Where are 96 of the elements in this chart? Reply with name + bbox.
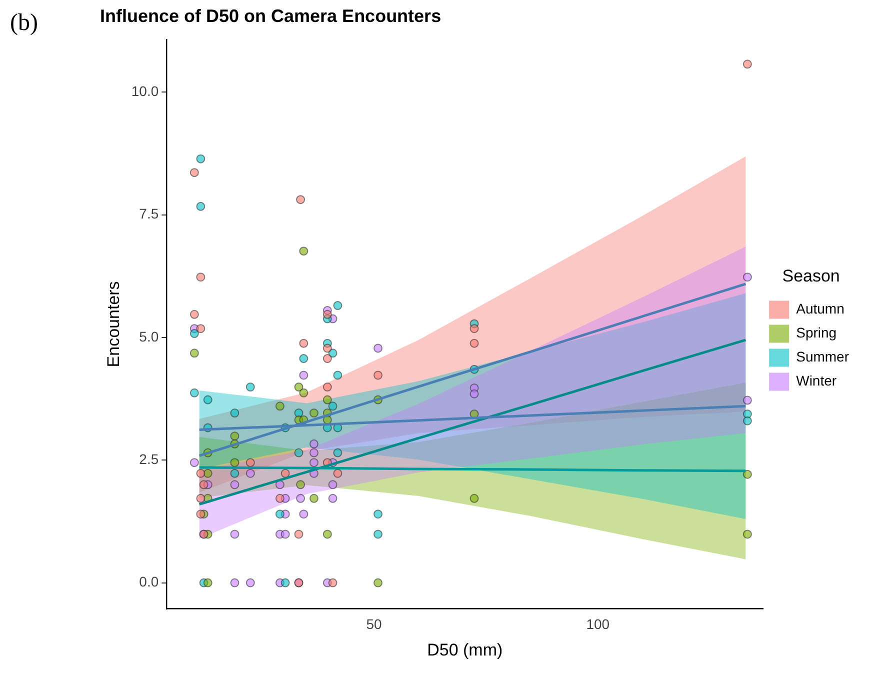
- point: [280, 530, 290, 539]
- point: [280, 468, 290, 478]
- point: [742, 396, 752, 405]
- point: [742, 470, 752, 479]
- point: [230, 578, 240, 588]
- point: [374, 370, 383, 380]
- point: [246, 468, 255, 478]
- point: [328, 494, 338, 503]
- point: [309, 494, 318, 503]
- point: [199, 480, 208, 490]
- point: [246, 382, 255, 392]
- point: [230, 480, 240, 490]
- point: [309, 448, 318, 458]
- y-tick-label: 5.0: [139, 328, 159, 344]
- point: [742, 60, 752, 69]
- point: [333, 448, 342, 458]
- point: [294, 382, 304, 392]
- legend-title: Season: [782, 266, 840, 286]
- y-tick-label: 10.0: [131, 82, 159, 99]
- y-axis-title: Encounters: [104, 281, 123, 368]
- point: [328, 480, 338, 490]
- legend-label: Autumn: [796, 300, 844, 317]
- point: [322, 354, 332, 364]
- point: [322, 310, 332, 319]
- chart-title: Influence of D50 on Camera Encounters: [100, 6, 442, 26]
- point: [296, 195, 306, 204]
- point: [322, 395, 332, 404]
- legend-label: Winter: [796, 372, 837, 389]
- point: [333, 468, 342, 478]
- point: [196, 324, 206, 334]
- point: [203, 578, 212, 588]
- point: [203, 395, 212, 404]
- point: [196, 510, 206, 519]
- point: [299, 338, 308, 348]
- point: [322, 382, 332, 392]
- point: [470, 338, 479, 348]
- point: [470, 324, 479, 334]
- point: [230, 458, 240, 468]
- point: [309, 439, 318, 448]
- point: [230, 432, 240, 441]
- point: [299, 354, 308, 364]
- point: [296, 480, 306, 490]
- point: [190, 310, 199, 319]
- point: [309, 408, 318, 418]
- point: [190, 168, 199, 178]
- point: [299, 246, 308, 256]
- point: [190, 348, 199, 358]
- point: [190, 458, 199, 468]
- x-tick-label: 100: [586, 616, 610, 632]
- point: [296, 494, 306, 503]
- point: [190, 329, 199, 338]
- point: [374, 530, 383, 539]
- y-tick-label: 7.5: [139, 206, 159, 222]
- point: [309, 458, 318, 468]
- point: [299, 388, 308, 398]
- y-tick-label: 2.5: [139, 450, 159, 467]
- point: [275, 494, 284, 503]
- point: [374, 578, 383, 588]
- point: [742, 416, 752, 426]
- legend-label: Spring: [796, 324, 837, 341]
- point: [196, 468, 206, 478]
- point: [246, 458, 255, 468]
- point: [322, 530, 332, 539]
- point: [328, 578, 338, 588]
- x-tick-label: 50: [366, 616, 382, 632]
- point: [374, 344, 383, 353]
- point: [275, 402, 284, 411]
- point: [470, 389, 479, 398]
- point: [190, 388, 199, 398]
- point: [230, 408, 240, 418]
- point: [275, 480, 284, 490]
- point: [742, 530, 752, 539]
- text: (b): [10, 10, 38, 37]
- point: [196, 272, 206, 282]
- y-tick-label: 0.0: [139, 574, 159, 590]
- point: [230, 468, 240, 478]
- point: [280, 578, 290, 588]
- point: [328, 402, 338, 411]
- point: [742, 272, 752, 282]
- point: [374, 510, 383, 519]
- point: [196, 202, 206, 211]
- point: [333, 301, 342, 310]
- point: [246, 578, 255, 588]
- point: [275, 510, 284, 519]
- legend-label: Summer: [796, 348, 850, 365]
- point: [230, 530, 240, 539]
- point: [322, 344, 332, 353]
- point: [294, 448, 304, 458]
- point: [196, 154, 206, 164]
- point: [299, 370, 308, 380]
- point: [470, 494, 479, 503]
- x-axis-title: D50 (mm): [427, 640, 503, 660]
- point: [294, 530, 304, 539]
- point: [196, 494, 206, 503]
- point: [299, 510, 308, 519]
- point: [333, 370, 342, 380]
